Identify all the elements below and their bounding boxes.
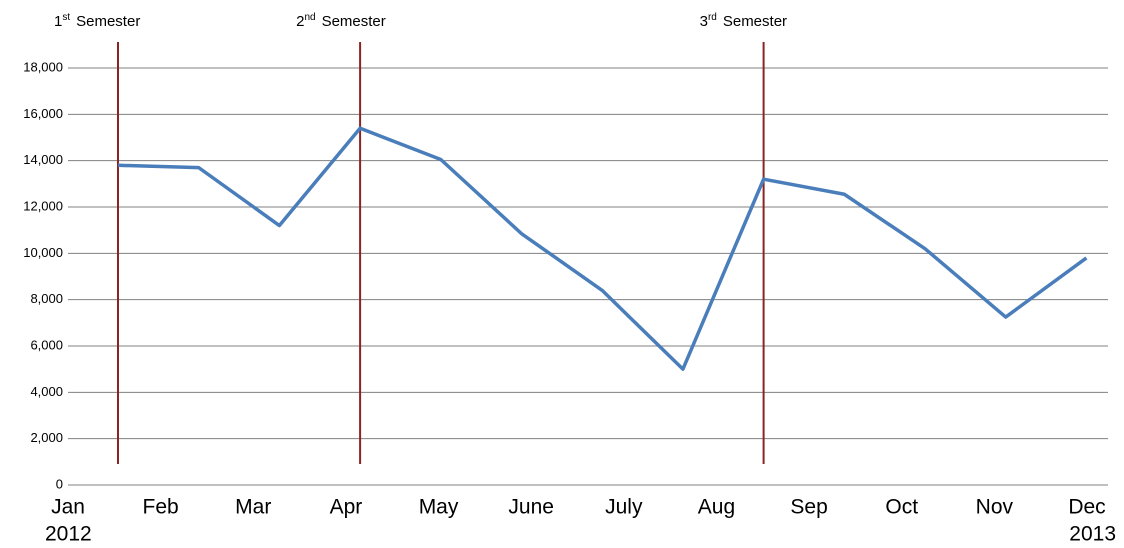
series-line — [117, 126, 1088, 371]
y-tick-label: 6,000 — [30, 337, 63, 352]
x-tick-label: Oct — [885, 496, 918, 519]
annotation-suffix: nd — [304, 12, 315, 23]
annotation-label: 1st Semester — [54, 12, 140, 30]
y-tick-label: 0 — [56, 476, 63, 491]
annotation-number: 1 — [54, 13, 62, 30]
year-label: 2013 — [1069, 523, 1116, 546]
y-tick-label: 12,000 — [23, 198, 63, 213]
annotation-text: Semester — [76, 13, 140, 30]
annotation-text: Semester — [723, 13, 787, 30]
y-tick-label: 18,000 — [23, 59, 63, 74]
annotation-number: 2 — [296, 13, 304, 30]
y-tick-label: 2,000 — [30, 430, 63, 445]
y-tick-label: 14,000 — [23, 152, 63, 167]
x-tick-label: Jan — [51, 496, 85, 519]
x-tick-label: Sep — [790, 496, 827, 519]
y-tick-label: 4,000 — [30, 384, 63, 399]
x-tick-label: Mar — [235, 496, 271, 519]
x-tick-label: May — [419, 496, 459, 519]
annotation-label: 2nd Semester — [296, 12, 386, 30]
x-tick-label: Dec — [1068, 496, 1105, 519]
x-tick-label: Apr — [330, 496, 363, 519]
y-tick-label: 8,000 — [30, 291, 63, 306]
y-tick-label: 16,000 — [23, 106, 63, 121]
annotation-label: 3rd Semester — [700, 12, 787, 30]
x-tick-label: June — [508, 496, 554, 519]
x-tick-label: Aug — [698, 496, 735, 519]
x-tick-label: Feb — [143, 496, 179, 519]
annotation-suffix: rd — [708, 12, 717, 23]
y-tick-label: 10,000 — [23, 245, 63, 260]
year-label: 2012 — [45, 523, 92, 546]
annotation-number: 3 — [700, 13, 708, 30]
x-tick-label: Nov — [976, 496, 1014, 519]
x-tick-label: July — [605, 496, 643, 519]
annotation-suffix: st — [62, 12, 70, 23]
annotation-text: Semester — [322, 13, 386, 30]
